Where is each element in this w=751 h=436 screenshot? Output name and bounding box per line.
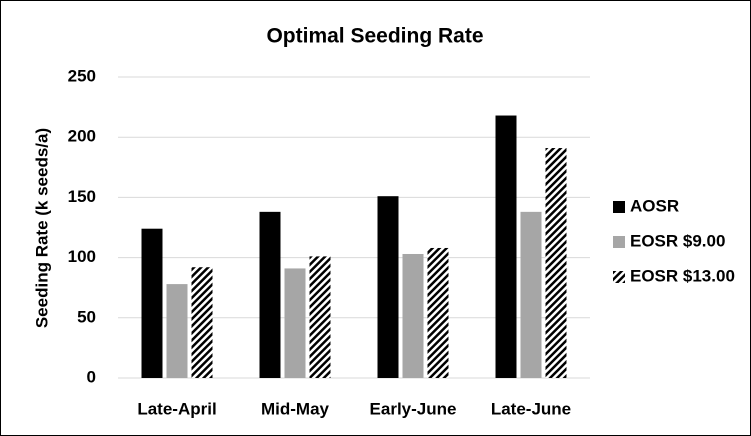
legend-label: AOSR <box>630 196 679 215</box>
x-tick-label: Early-June <box>370 399 457 418</box>
bar <box>309 256 331 378</box>
y-axis-label: Seeding Rate (k seeds/a) <box>32 128 51 328</box>
bar <box>427 247 449 378</box>
legend-label: EOSR $9.00 <box>630 231 725 250</box>
bar <box>377 196 399 378</box>
bar <box>520 211 542 378</box>
legend-swatch <box>613 201 625 213</box>
x-tick-label: Late-April <box>137 399 216 418</box>
bar <box>191 267 213 378</box>
y-tick-label: 200 <box>68 127 96 146</box>
chart-title: Optimal Seeding Rate <box>266 25 483 48</box>
y-tick-label: 100 <box>68 247 96 266</box>
y-tick-label: 150 <box>68 187 96 206</box>
bar <box>495 115 517 378</box>
legend-swatch <box>613 236 625 248</box>
y-tick-label: 0 <box>87 367 96 386</box>
y-tick-label: 250 <box>68 66 96 85</box>
x-tick-label: Mid-May <box>261 399 330 418</box>
x-tick-label: Late-June <box>491 399 571 418</box>
y-tick-label: 50 <box>77 307 96 326</box>
bar <box>141 228 163 378</box>
bar <box>545 148 567 378</box>
legend-label: EOSR $13.00 <box>630 266 735 285</box>
bar <box>402 253 424 378</box>
bar <box>166 284 188 378</box>
legend-swatch <box>613 271 625 283</box>
bar <box>259 211 281 378</box>
bar <box>284 268 306 378</box>
